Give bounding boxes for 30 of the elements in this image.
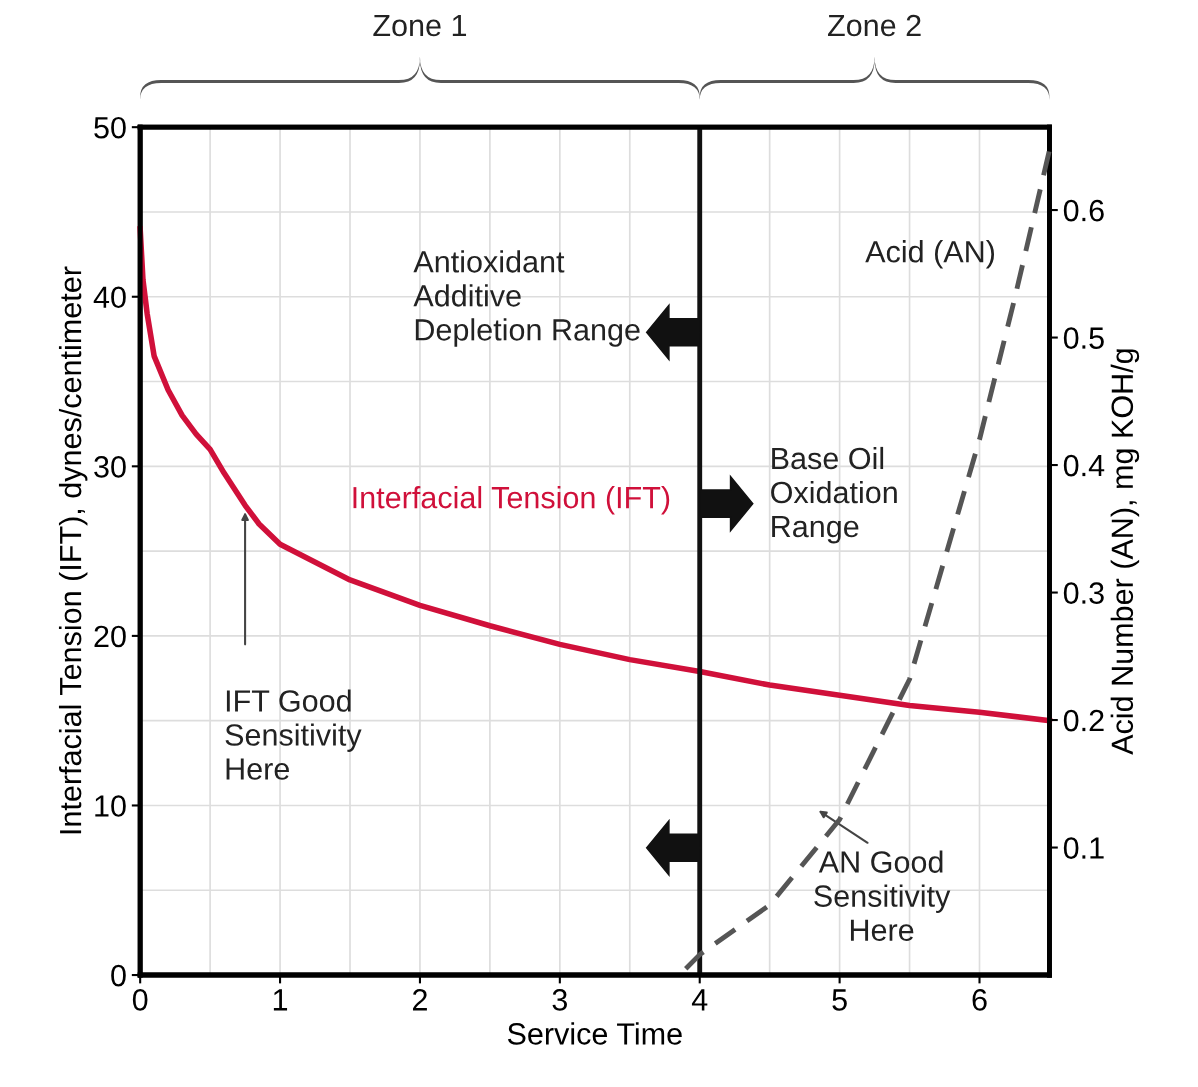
annotation: Antioxidant Additive Depletion Range	[413, 250, 640, 347]
text: Zone 1	[373, 15, 467, 37]
x-tick-label: 6	[972, 989, 987, 1011]
y2-tick-label: 0.2	[1063, 709, 1104, 732]
annotation: AN Good Sensitivity Here	[814, 850, 951, 941]
y-tick-label: 50	[94, 116, 126, 139]
y-tick-label: 30	[94, 456, 126, 478]
y-tick-label: 40	[93, 286, 126, 309]
y-tick-label: 0	[111, 964, 126, 987]
annotation: IFT Good Sensitivity Here	[225, 689, 362, 780]
x-tick-label: 3	[552, 989, 567, 1011]
y2-tick-label: 0.4	[1063, 454, 1105, 477]
x-axis-title: Service Time	[507, 1022, 682, 1045]
y2-tick-label: 0.6	[1063, 199, 1104, 222]
series-label: Interfacial Tension (IFT)	[353, 486, 670, 515]
y-axis-title: Interfacial Tension (IFT), dynes/centimeter	[58, 266, 88, 834]
x-tick-label: 2	[412, 989, 427, 1011]
y2-axis-title: Acid Number (AN), mg KOH/g	[1110, 349, 1140, 755]
x-tick-label: 0	[132, 989, 148, 1011]
x-tick-label: 1	[273, 989, 288, 1011]
text: Zone 2	[828, 14, 921, 37]
y-tick-label: 20	[94, 625, 126, 648]
x-tick-label: 5	[832, 989, 847, 1011]
annotation: Base Oil Oxidation Range	[771, 446, 897, 544]
y2-tick-label: 0.3	[1063, 582, 1104, 604]
y-tick-label: 10	[95, 795, 126, 817]
y2-tick-label: 0.1	[1063, 837, 1104, 859]
x-tick-label: 4	[691, 989, 708, 1011]
series-label: Acid (AN)	[865, 240, 995, 269]
y2-tick-label: 0.5	[1063, 327, 1104, 349]
